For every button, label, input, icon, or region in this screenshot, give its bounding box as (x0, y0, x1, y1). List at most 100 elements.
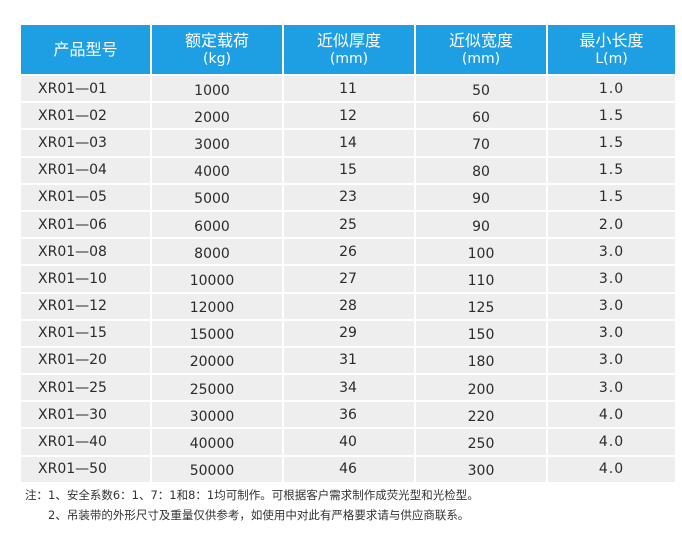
cell-min-length: 3.0 (548, 320, 675, 346)
cell-min-length: 1.0 (548, 76, 675, 102)
cell-rated-load: 25000 (152, 375, 282, 401)
cell-model: XR01—50 (21, 456, 150, 482)
table-row: XR01—10 10000 27 110 3.0 (21, 266, 675, 292)
header-model: 产品型号 (21, 25, 150, 74)
cell-min-length: 3.0 (548, 375, 675, 401)
cell-width: 60 (416, 103, 546, 129)
cell-rated-load: 2000 (152, 103, 282, 129)
header-rated-load: 额定载荷 (kg) (152, 25, 282, 74)
cell-thickness: 26 (284, 239, 414, 265)
cell-rated-load: 30000 (152, 402, 282, 428)
cell-width: 90 (416, 211, 546, 238)
spec-table: 产品型号 额定载荷 (kg) 近似厚度 (mm) 近似宽度 (mm) 最小长度 … (19, 23, 677, 484)
footnote-2: 2、吊装带的外形尺寸及重量仅供参考，如使用中对此有严格要求请与供应商联系。 (48, 508, 470, 522)
header-rated-load-unit: (kg) (203, 50, 231, 67)
cell-rated-load: 8000 (152, 239, 282, 265)
cell-rated-load: 1000 (152, 76, 282, 102)
cell-thickness: 27 (284, 266, 414, 292)
cell-rated-load: 20000 (152, 347, 282, 374)
cell-rated-load: 3000 (152, 130, 282, 156)
cell-model: XR01—06 (21, 211, 150, 238)
cell-model: XR01—02 (21, 103, 150, 129)
cell-rated-load: 12000 (152, 293, 282, 319)
header-width: 近似宽度 (mm) (416, 25, 546, 74)
cell-min-length: 3.0 (548, 239, 675, 265)
cell-thickness: 25 (284, 211, 414, 238)
cell-min-length: 1.5 (548, 184, 675, 210)
cell-width: 100 (416, 239, 546, 265)
cell-thickness: 46 (284, 456, 414, 482)
table-row: XR01—01 1000 11 50 1.0 (21, 76, 675, 102)
cell-width: 90 (416, 184, 546, 210)
cell-width: 180 (416, 347, 546, 374)
cell-thickness: 36 (284, 402, 414, 428)
footnote-1: 注：1、安全系数6：1、7：1和8：1均可制作。可根据客户需求制作成荧光型和光检… (25, 488, 479, 502)
header-thickness-title: 近似厚度 (316, 30, 381, 50)
table-row: XR01—20 20000 31 180 3.0 (21, 347, 675, 374)
cell-min-length: 4.0 (548, 429, 675, 455)
cell-width: 80 (416, 157, 546, 183)
table-row: XR01—06 6000 25 90 2.0 (21, 211, 675, 238)
cell-thickness: 14 (284, 130, 414, 156)
header-model-title: 产品型号 (53, 39, 118, 59)
cell-width: 125 (416, 293, 546, 319)
cell-width: 250 (416, 429, 546, 455)
cell-rated-load: 6000 (152, 211, 282, 238)
footnotes: 注：1、安全系数6：1、7：1和8：1均可制作。可根据客户需求制作成荧光型和光检… (25, 485, 479, 525)
table-row: XR01—03 3000 14 70 1.5 (21, 130, 675, 156)
header-width-unit: (mm) (461, 50, 501, 67)
cell-thickness: 29 (284, 320, 414, 346)
cell-width: 220 (416, 402, 546, 428)
table-row: XR01—40 40000 40 250 4.0 (21, 429, 675, 455)
cell-min-length: 1.5 (548, 157, 675, 183)
cell-model: XR01—08 (21, 239, 150, 265)
cell-width: 110 (416, 266, 546, 292)
header-thickness-unit: (mm) (329, 50, 369, 67)
cell-model: XR01—03 (21, 130, 150, 156)
table-row: XR01—05 5000 23 90 1.5 (21, 184, 675, 210)
cell-rated-load: 15000 (152, 320, 282, 346)
cell-rated-load: 50000 (152, 456, 282, 482)
cell-width: 150 (416, 320, 546, 346)
table-header: 产品型号 额定载荷 (kg) 近似厚度 (mm) 近似宽度 (mm) 最小长度 … (21, 25, 675, 74)
cell-thickness: 28 (284, 293, 414, 319)
header-min-length-unit: L(m) (595, 50, 628, 67)
cell-model: XR01—40 (21, 429, 150, 455)
header-min-length-title: 最小长度 (579, 30, 644, 50)
table-row: XR01—25 25000 34 200 3.0 (21, 375, 675, 401)
cell-rated-load: 40000 (152, 429, 282, 455)
cell-width: 200 (416, 375, 546, 401)
table-row: XR01—08 8000 26 100 3.0 (21, 239, 675, 265)
cell-model: XR01—20 (21, 347, 150, 374)
cell-model: XR01—05 (21, 184, 150, 210)
cell-thickness: 34 (284, 375, 414, 401)
table-row: XR01—02 2000 12 60 1.5 (21, 103, 675, 129)
cell-min-length: 3.0 (548, 347, 675, 374)
cell-thickness: 12 (284, 103, 414, 129)
cell-model: XR01—25 (21, 375, 150, 401)
header-row: 产品型号 额定载荷 (kg) 近似厚度 (mm) 近似宽度 (mm) 最小长度 … (21, 25, 675, 74)
cell-thickness: 23 (284, 184, 414, 210)
cell-model: XR01—30 (21, 402, 150, 428)
cell-model: XR01—04 (21, 157, 150, 183)
cell-thickness: 40 (284, 429, 414, 455)
cell-width: 50 (416, 76, 546, 102)
header-min-length: 最小长度 L(m) (548, 25, 675, 74)
table-body: XR01—01 1000 11 50 1.0 XR01—02 2000 12 60 1.5 XR01… (21, 76, 675, 482)
cell-rated-load: 10000 (152, 266, 282, 292)
cell-width: 70 (416, 130, 546, 156)
cell-min-length: 4.0 (548, 456, 675, 482)
cell-thickness: 11 (284, 76, 414, 102)
header-width-title: 近似宽度 (448, 30, 513, 50)
cell-model: XR01—10 (21, 266, 150, 292)
cell-model: XR01—15 (21, 320, 150, 346)
table-row: XR01—50 50000 46 300 4.0 (21, 456, 675, 482)
cell-width: 300 (416, 456, 546, 482)
header-thickness: 近似厚度 (mm) (284, 25, 414, 74)
cell-min-length: 2.0 (548, 211, 675, 238)
cell-model: XR01—12 (21, 293, 150, 319)
cell-min-length: 3.0 (548, 266, 675, 292)
cell-rated-load: 5000 (152, 184, 282, 210)
table-row: XR01—30 30000 36 220 4.0 (21, 402, 675, 428)
table-row: XR01—15 15000 29 150 3.0 (21, 320, 675, 346)
